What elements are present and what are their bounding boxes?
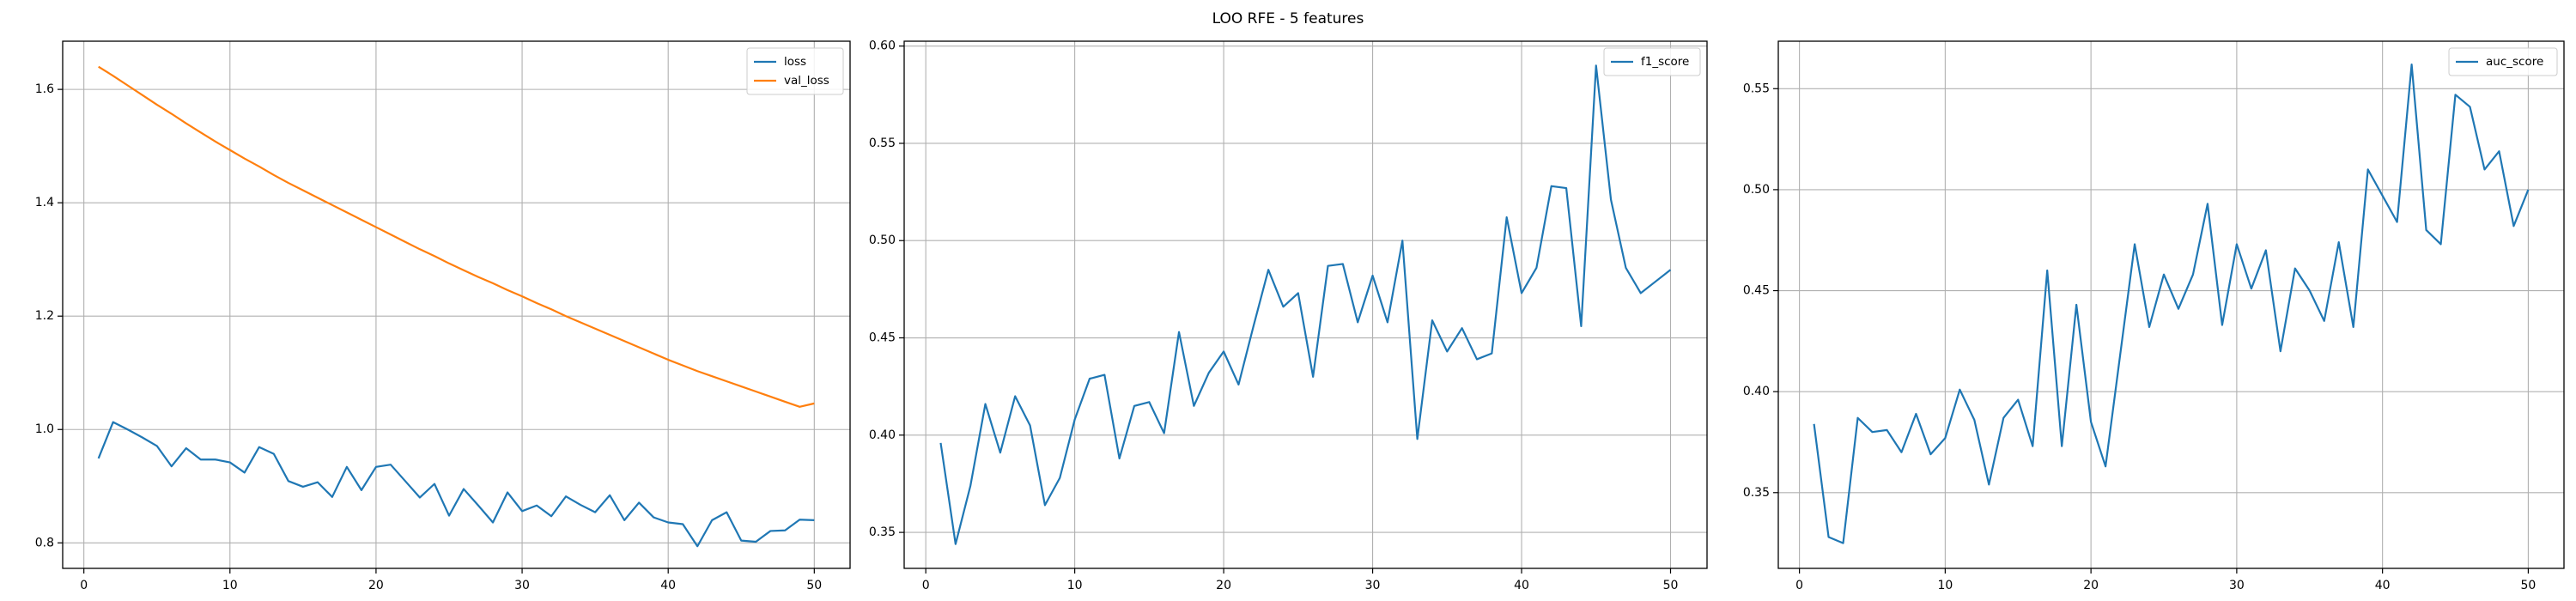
legend: auc_score [2448, 47, 2558, 76]
y-tick-label: 1.6 [35, 82, 54, 96]
x-tick-label: 30 [514, 579, 530, 592]
legend-label: loss [784, 55, 806, 69]
grid-layer [904, 41, 1707, 568]
y-tick-label: 1.4 [35, 196, 54, 209]
y-tick-label: 0.35 [1743, 486, 1770, 500]
legend: loss val_loss [746, 47, 844, 95]
series-layer [939, 64, 1672, 545]
y-tick-label: 0.40 [869, 428, 896, 442]
y-tick-label: 1.2 [35, 309, 54, 323]
y-tick-label: 1.0 [35, 422, 54, 436]
axes-frame [1777, 40, 2565, 569]
series-line-val_loss [98, 65, 815, 408]
x-tick-label: 10 [222, 579, 238, 592]
x-tick-label: 40 [1514, 579, 1529, 592]
x-tick-label: 20 [368, 579, 384, 592]
x-tick-label: 20 [2083, 579, 2099, 592]
legend-label: f1_score [1641, 55, 1689, 69]
series-layer [97, 65, 815, 548]
x-tick-label: 20 [1216, 579, 1231, 592]
figure-title: LOO RFE - 5 features [1212, 10, 1364, 27]
legend-label: auc_score [2486, 55, 2543, 69]
y-tick-label: 0.35 [869, 525, 896, 539]
x-tick-label: 0 [1795, 579, 1803, 592]
legend-box [746, 47, 844, 95]
x-tick-label: 50 [2520, 579, 2536, 592]
axes-frame [903, 40, 1708, 569]
tick-layer: 0 10 20 30 40 50 0.35 0.40 0.45 0.50 0.55 [1743, 82, 2536, 592]
x-tick-label: 10 [1067, 579, 1083, 592]
subplot-auc-score: 0 10 20 30 40 50 0.35 0.40 0.45 0.50 0.55 auc_scor… [1743, 40, 2565, 592]
y-tick-label: 0.60 [869, 39, 896, 53]
x-tick-label: 0 [922, 579, 930, 592]
series-layer [1813, 63, 2530, 544]
legend: f1_score [1603, 47, 1701, 76]
grid-layer [1778, 41, 2564, 568]
series-line-loss [97, 421, 815, 548]
legend-box [1603, 47, 1701, 76]
tick-layer: 0 10 20 30 40 50 0.35 0.40 0.45 0.50 0.55 0.60 [869, 39, 1679, 592]
y-tick-label: 0.45 [869, 331, 896, 345]
y-tick-label: 0.40 [1743, 385, 1770, 398]
tick-layer: 0 10 20 30 40 50 0.8 1.0 1.2 1.4 1.6 [35, 82, 822, 592]
x-tick-label: 40 [660, 579, 676, 592]
y-tick-label: 0.50 [869, 234, 896, 247]
x-tick-label: 40 [2375, 579, 2391, 592]
subplot-loss: 0 10 20 30 40 50 0.8 1.0 1.2 1.4 1.6 loss val_loss [35, 40, 851, 592]
y-tick-label: 0.50 [1743, 183, 1770, 197]
x-tick-label: 30 [2229, 579, 2245, 592]
x-tick-label: 50 [806, 579, 822, 592]
legend-box [2448, 47, 2558, 76]
y-tick-label: 0.55 [869, 137, 896, 150]
y-tick-label: 0.55 [1743, 82, 1770, 95]
y-tick-label: 0.8 [35, 536, 54, 549]
x-tick-label: 0 [80, 579, 88, 592]
axes-frame [62, 40, 851, 569]
series-line-f1_score [939, 64, 1672, 545]
x-tick-label: 50 [1663, 579, 1679, 592]
x-tick-label: 10 [1937, 579, 1953, 592]
grid-layer [63, 41, 850, 568]
series-line-auc_score [1813, 63, 2530, 544]
y-tick-label: 0.45 [1743, 284, 1770, 298]
legend-label: val_loss [784, 74, 829, 88]
x-tick-label: 30 [1365, 579, 1381, 592]
subplot-f1-score: 0 10 20 30 40 50 0.35 0.40 0.45 0.50 0.55 0.60 f1_s… [869, 39, 1708, 592]
